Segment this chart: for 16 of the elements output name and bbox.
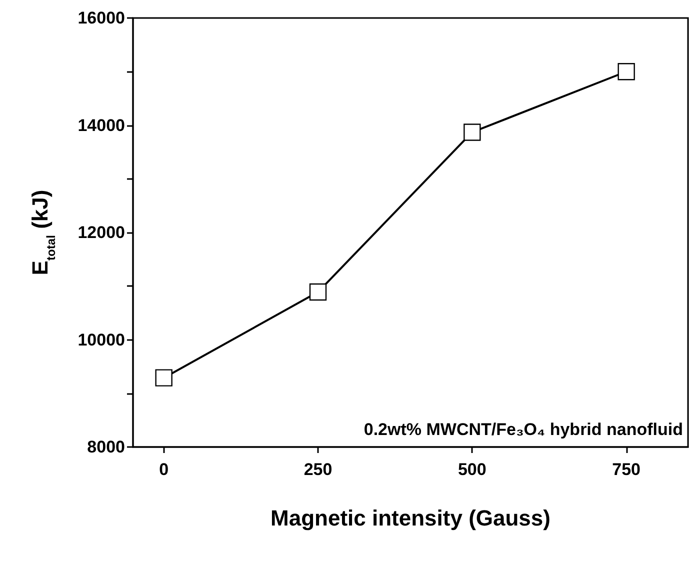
point <box>464 124 481 141</box>
y-tick-label: 14000 <box>78 116 125 135</box>
x-tick-label: 0 <box>159 460 169 479</box>
x-tick-label: 250 <box>304 460 332 479</box>
annotation: 0.2wt% MWCNT/Fe₃O₄ hybrid nanofluid <box>364 420 683 439</box>
point <box>618 63 635 80</box>
x-tick-label: 500 <box>458 460 486 479</box>
y-tick-label: 8000 <box>87 438 125 456</box>
x-tick-label: 750 <box>612 460 641 479</box>
y-tick-label: 12000 <box>78 223 125 242</box>
point <box>309 283 327 301</box>
x-axis-title: Magnetic intensity (Gauss) <box>270 506 550 530</box>
y-tick-label: 16000 <box>78 8 125 28</box>
y-tick-label: 10000 <box>78 330 125 350</box>
y-axis-title: Etotal (kJ) <box>28 190 58 276</box>
point <box>155 369 172 386</box>
